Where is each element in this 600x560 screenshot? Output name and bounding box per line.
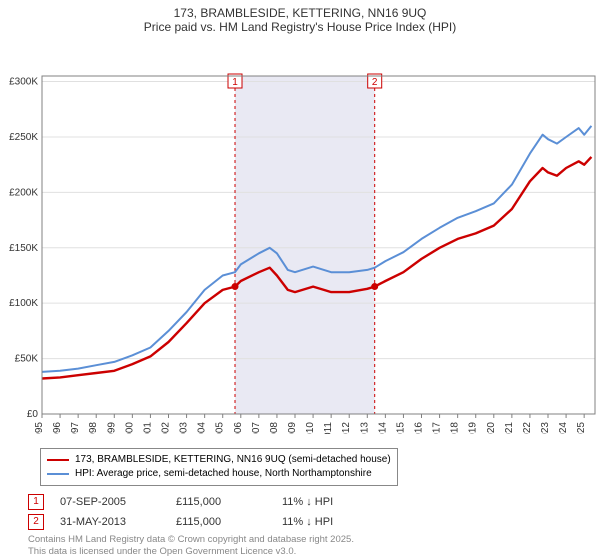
svg-text:2014: 2014 <box>377 422 388 434</box>
legend-label: 173, BRAMBLESIDE, KETTERING, NN16 9UQ (s… <box>75 453 391 467</box>
svg-text:1995: 1995 <box>34 422 45 434</box>
legend-swatch <box>47 459 69 461</box>
svg-text:2024: 2024 <box>558 422 569 434</box>
svg-text:2015: 2015 <box>395 422 406 434</box>
svg-text:2019: 2019 <box>468 422 479 434</box>
svg-text:2004: 2004 <box>197 422 208 434</box>
svg-text:2008: 2008 <box>269 422 280 434</box>
svg-text:2001: 2001 <box>142 422 153 434</box>
legend-item: HPI: Average price, semi-detached house,… <box>47 467 391 481</box>
sale-marker-icon: 1 <box>28 494 44 510</box>
svg-text:2010: 2010 <box>305 422 316 434</box>
svg-text:£0: £0 <box>27 409 39 420</box>
chart-titles: 173, BRAMBLESIDE, KETTERING, NN16 9UQ Pr… <box>0 0 600 34</box>
price-chart: £0 £50K £100K £150K £200K £250K £300K 1995 1996 1… <box>0 34 600 434</box>
legend-item: 173, BRAMBLESIDE, KETTERING, NN16 9UQ (s… <box>47 453 391 467</box>
legend: 173, BRAMBLESIDE, KETTERING, NN16 9UQ (s… <box>40 448 398 486</box>
sale-date: 31-MAY-2013 <box>60 516 160 528</box>
svg-text:2021: 2021 <box>504 422 515 434</box>
sale-date: 07-SEP-2005 <box>60 496 160 508</box>
svg-text:2009: 2009 <box>287 422 298 434</box>
svg-text:2023: 2023 <box>540 422 551 434</box>
svg-text:2006: 2006 <box>233 422 244 434</box>
svg-text:2007: 2007 <box>251 422 262 434</box>
svg-text:2003: 2003 <box>179 422 190 434</box>
svg-text:2005: 2005 <box>215 422 226 434</box>
copyright: Contains HM Land Registry data © Crown c… <box>28 534 354 558</box>
svg-text:£50K: £50K <box>15 354 39 365</box>
sale-hpi: 11% ↓ HPI <box>282 516 382 528</box>
legend-label: HPI: Average price, semi-detached house,… <box>75 467 372 481</box>
svg-text:1: 1 <box>232 77 238 88</box>
sale-marker-icon: 2 <box>28 514 44 530</box>
svg-text:£300K: £300K <box>9 77 38 88</box>
svg-text:2000: 2000 <box>124 422 135 434</box>
svg-text:2025: 2025 <box>576 422 587 434</box>
svg-text:2002: 2002 <box>161 422 172 434</box>
svg-text:1996: 1996 <box>52 422 63 434</box>
svg-text:2011: 2011 <box>323 422 334 434</box>
svg-text:£200K: £200K <box>9 187 38 198</box>
svg-text:2017: 2017 <box>432 422 443 434</box>
svg-text:£250K: £250K <box>9 132 38 143</box>
svg-text:2013: 2013 <box>359 422 370 434</box>
svg-text:2016: 2016 <box>414 422 425 434</box>
legend-swatch <box>47 473 69 475</box>
table-row: 1 07-SEP-2005 £115,000 11% ↓ HPI <box>28 492 382 512</box>
title-line-1: 173, BRAMBLESIDE, KETTERING, NN16 9UQ <box>0 6 600 20</box>
svg-text:2020: 2020 <box>486 422 497 434</box>
svg-text:2012: 2012 <box>341 422 352 434</box>
svg-text:1997: 1997 <box>70 422 81 434</box>
copyright-line: This data is licensed under the Open Gov… <box>28 546 354 558</box>
title-line-2: Price paid vs. HM Land Registry's House … <box>0 20 600 34</box>
sale-hpi: 11% ↓ HPI <box>282 496 382 508</box>
svg-text:1999: 1999 <box>106 422 117 434</box>
sale-price: £115,000 <box>176 516 266 528</box>
svg-text:1998: 1998 <box>88 422 99 434</box>
sales-table: 1 07-SEP-2005 £115,000 11% ↓ HPI 2 31-MA… <box>28 492 382 532</box>
copyright-line: Contains HM Land Registry data © Crown c… <box>28 534 354 546</box>
svg-text:£100K: £100K <box>9 298 38 309</box>
svg-text:2018: 2018 <box>450 422 461 434</box>
svg-text:2022: 2022 <box>522 422 533 434</box>
svg-text:£150K: £150K <box>9 243 38 254</box>
svg-text:2: 2 <box>372 77 378 88</box>
sale-price: £115,000 <box>176 496 266 508</box>
table-row: 2 31-MAY-2013 £115,000 11% ↓ HPI <box>28 512 382 532</box>
